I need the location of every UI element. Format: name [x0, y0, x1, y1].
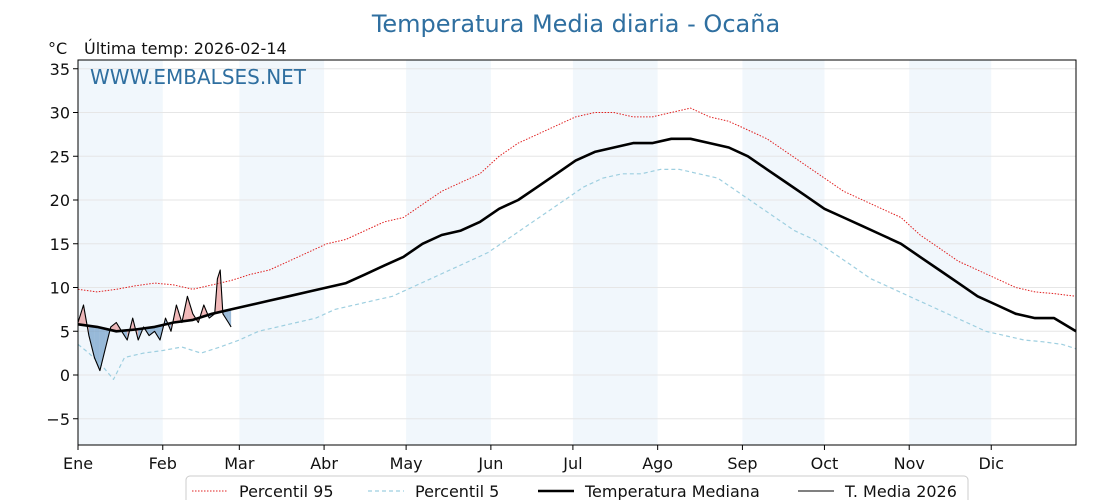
legend-label: T. Media 2026 [844, 482, 957, 500]
series-line-percentil-5 [77, 168, 1077, 380]
series-line-percentil-95 [77, 107, 1077, 297]
x-tick-label-Oct: Oct [811, 454, 839, 473]
series-line-temperatura-mediana [77, 137, 1077, 333]
month-band-Mar [239, 60, 325, 445]
x-tick-label-Abr: Abr [310, 454, 338, 473]
watermark: WWW.EMBALSES.NET [90, 65, 307, 89]
y-tick-label: 0 [60, 366, 70, 385]
cold-anomaly-fill [88, 325, 95, 358]
y-tick-label: −5 [46, 410, 70, 429]
cold-anomaly-fill [99, 327, 106, 371]
last-temp-label: Última temp: 2026-02-14 [84, 39, 287, 58]
x-tick-label-Jul: Jul [562, 454, 582, 473]
x-tick-label-Mar: Mar [224, 454, 255, 473]
x-tick-label-Dic: Dic [978, 454, 1004, 473]
y-tick-label: 15 [50, 235, 70, 254]
cold-anomaly-fill [228, 309, 232, 327]
y-tick-label: 20 [50, 191, 70, 210]
month-band-May [406, 60, 491, 445]
x-tick-label-Ago: Ago [642, 454, 673, 473]
x-tick-label-Ene: Ene [63, 454, 93, 473]
legend-label: Percentil 5 [415, 482, 499, 500]
chart-title: Temperatura Media diaria - Ocaña [371, 10, 780, 38]
y-tick-label: 10 [50, 279, 70, 298]
y-tick-label: 35 [50, 60, 70, 79]
cold-anomaly-fill [154, 325, 161, 340]
unit-label: °C [48, 39, 67, 58]
x-tick-label-May: May [390, 454, 423, 473]
month-band-Ene [78, 60, 163, 445]
legend-label: Percentil 95 [239, 482, 334, 500]
month-band-Nov [909, 60, 992, 445]
warm-anomaly-fill [83, 305, 89, 336]
warm-anomaly-fill [217, 270, 221, 313]
legend: Percentil 95 Percentil 5 Temperatura Media… [185, 475, 969, 500]
plot-frame [77, 59, 1077, 446]
legend-label: Temperatura Mediana [584, 482, 760, 500]
x-tick-label-Sep: Sep [727, 454, 757, 473]
cold-anomaly-fill [149, 326, 155, 336]
x-tick-label-Jun: Jun [477, 454, 503, 473]
plot-area: −5 0 5 10 15 20 25 30 35 Ene Feb Mar Abr May Jun Jul Ago… [46, 59, 1077, 473]
x-tick-label-Nov: Nov [894, 454, 925, 473]
x-tick-label-Feb: Feb [149, 454, 177, 473]
y-tick-label: 25 [50, 147, 70, 166]
series-line-t-media-2026 [77, 269, 232, 372]
y-tick-label: 5 [60, 322, 70, 341]
legend-box [185, 475, 969, 500]
y-tick-label: 30 [50, 104, 70, 123]
month-band-Sep [742, 60, 825, 445]
month-band-Jul [572, 60, 658, 445]
